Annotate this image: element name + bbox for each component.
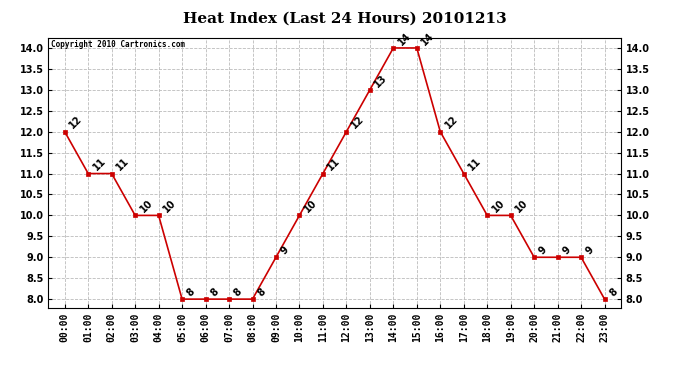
Text: 11: 11 — [466, 156, 483, 173]
Text: 11: 11 — [115, 156, 131, 173]
Text: 8: 8 — [208, 286, 220, 298]
Text: 9: 9 — [584, 244, 595, 256]
Text: 13: 13 — [373, 72, 389, 89]
Text: 12: 12 — [68, 114, 84, 131]
Text: 14: 14 — [420, 31, 436, 47]
Text: 11: 11 — [91, 156, 108, 173]
Text: 10: 10 — [513, 198, 530, 214]
Text: Heat Index (Last 24 Hours) 20101213: Heat Index (Last 24 Hours) 20101213 — [183, 11, 507, 25]
Text: 8: 8 — [607, 286, 620, 298]
Text: 9: 9 — [279, 244, 290, 256]
Text: 10: 10 — [138, 198, 155, 214]
Text: 14: 14 — [396, 31, 413, 47]
Text: 9: 9 — [560, 244, 572, 256]
Text: 8: 8 — [232, 286, 244, 298]
Text: 12: 12 — [443, 114, 460, 131]
Text: 8: 8 — [185, 286, 197, 298]
Text: 8: 8 — [255, 286, 267, 298]
Text: 11: 11 — [326, 156, 342, 173]
Text: 10: 10 — [490, 198, 506, 214]
Text: 12: 12 — [349, 114, 366, 131]
Text: 9: 9 — [537, 244, 549, 256]
Text: 10: 10 — [302, 198, 319, 214]
Text: 10: 10 — [161, 198, 178, 214]
Text: Copyright 2010 Cartronics.com: Copyright 2010 Cartronics.com — [51, 40, 186, 49]
